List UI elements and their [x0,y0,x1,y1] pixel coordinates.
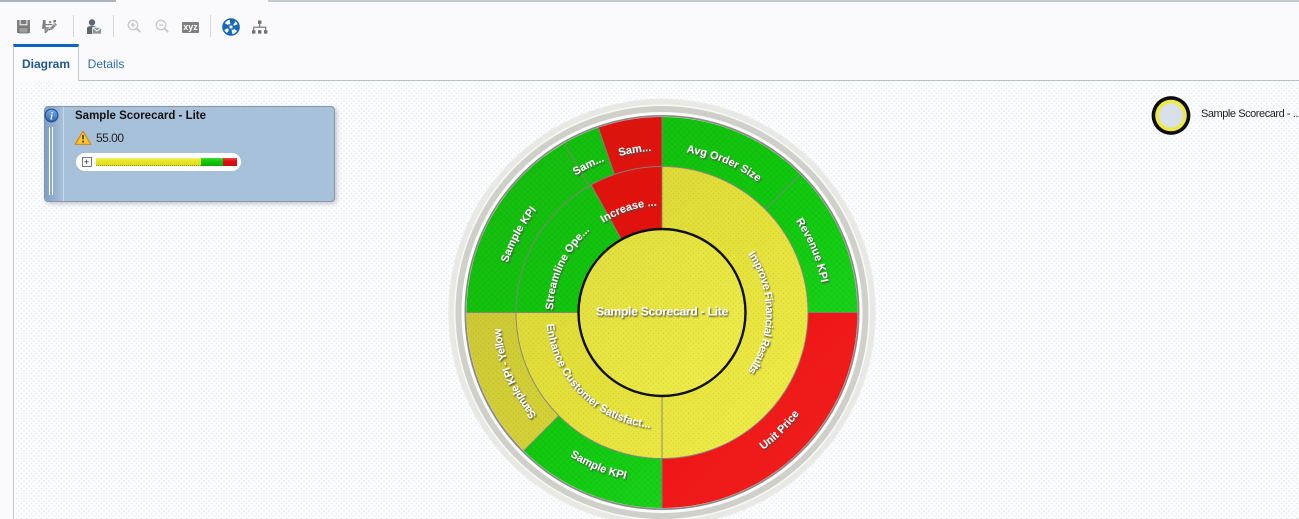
svg-text:Sample Scorecard - Lite: Sample Scorecard - Lite [596,304,728,318]
svg-text:i: i [50,111,53,122]
